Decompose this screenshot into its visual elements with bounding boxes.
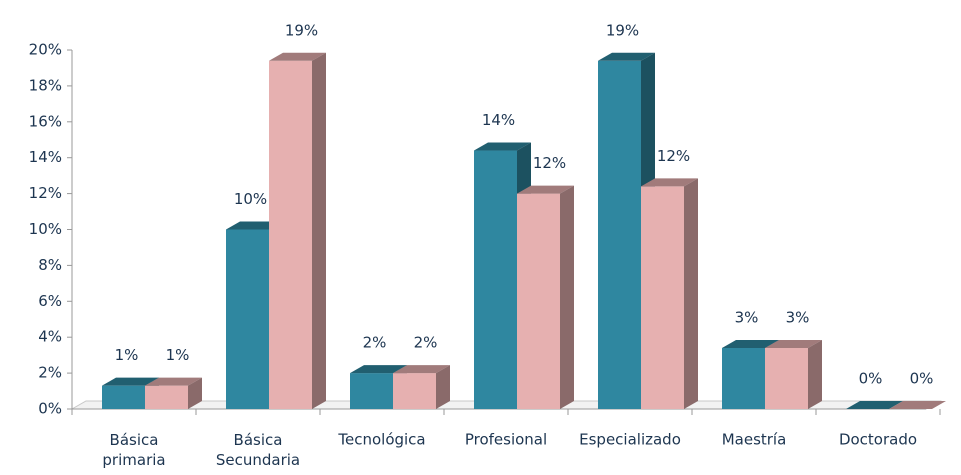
y-tick-label: 2%: [38, 364, 62, 382]
bar-top: [517, 185, 574, 194]
y-tick-label: 8%: [38, 256, 62, 274]
bar-top: [226, 221, 283, 230]
value-label: 19%: [606, 21, 639, 39]
bar: [889, 401, 946, 409]
value-label: 3%: [786, 308, 810, 326]
value-label: 12%: [533, 154, 566, 172]
x-tick-label: Básica Secundaria: [216, 431, 300, 469]
x-tick-label: Maestría: [722, 431, 787, 449]
bar-side: [560, 185, 574, 409]
bar-top: [474, 142, 531, 151]
y-tick-label: 0%: [38, 400, 62, 418]
bar-front: [102, 385, 145, 409]
bar-top: [350, 365, 407, 374]
bar: [145, 377, 202, 409]
x-tick-label: Especializado: [579, 431, 681, 449]
bar: [641, 178, 698, 409]
value-label: 2%: [363, 334, 387, 352]
bar: [765, 339, 822, 409]
bar-front: [641, 186, 684, 409]
value-label: 0%: [910, 370, 934, 388]
x-tick-label: Profesional: [465, 431, 547, 449]
bar-side: [436, 365, 450, 409]
y-tick-label: 4%: [38, 328, 62, 346]
y-tick-label: 20%: [29, 41, 62, 59]
bar-top: [641, 178, 698, 187]
y-tick-label: 10%: [29, 220, 62, 238]
bar-front: [145, 385, 188, 409]
bar: [517, 185, 574, 409]
y-tick-label: 16%: [29, 112, 62, 130]
bar-top: [722, 339, 779, 348]
bar-side: [684, 178, 698, 409]
value-label: 0%: [859, 370, 883, 388]
bar-top: [765, 339, 822, 348]
bar-front: [226, 229, 269, 409]
y-tick-label: 18%: [29, 76, 62, 94]
bar-front: [350, 373, 393, 409]
value-label: 14%: [482, 111, 515, 129]
value-label: 3%: [735, 308, 759, 326]
bar-top: [598, 52, 655, 61]
bar-top: [102, 377, 159, 386]
bar-top: [269, 52, 326, 61]
bar-front: [474, 150, 517, 409]
value-label: 1%: [115, 346, 139, 364]
value-label: 10%: [234, 190, 267, 208]
y-tick-label: 12%: [29, 184, 62, 202]
bar-front: [765, 347, 808, 409]
bar-top: [393, 365, 450, 374]
bar: [846, 401, 903, 409]
bar-front: [722, 347, 765, 409]
x-tick-label: Doctorado: [839, 431, 917, 449]
bar-top: [145, 377, 202, 386]
bar: [393, 365, 450, 409]
bar-front: [393, 373, 436, 409]
bar-front: [517, 193, 560, 409]
bar-top: [846, 401, 903, 409]
bar-front: [598, 60, 641, 410]
x-tick-label: Tecnológica: [337, 431, 425, 449]
y-tick-label: 14%: [29, 148, 62, 166]
bar-top: [889, 401, 946, 409]
value-label: 12%: [657, 147, 690, 165]
bar-side: [188, 377, 202, 409]
value-label: 1%: [166, 346, 190, 364]
y-tick-label: 6%: [38, 292, 62, 310]
bar: [269, 52, 326, 410]
value-label: 2%: [414, 334, 438, 352]
x-tick-label: Básica primaria: [102, 431, 165, 469]
bar-side: [312, 52, 326, 410]
bar-front: [269, 60, 312, 410]
value-label: 19%: [285, 21, 318, 39]
bar-side: [808, 339, 822, 409]
